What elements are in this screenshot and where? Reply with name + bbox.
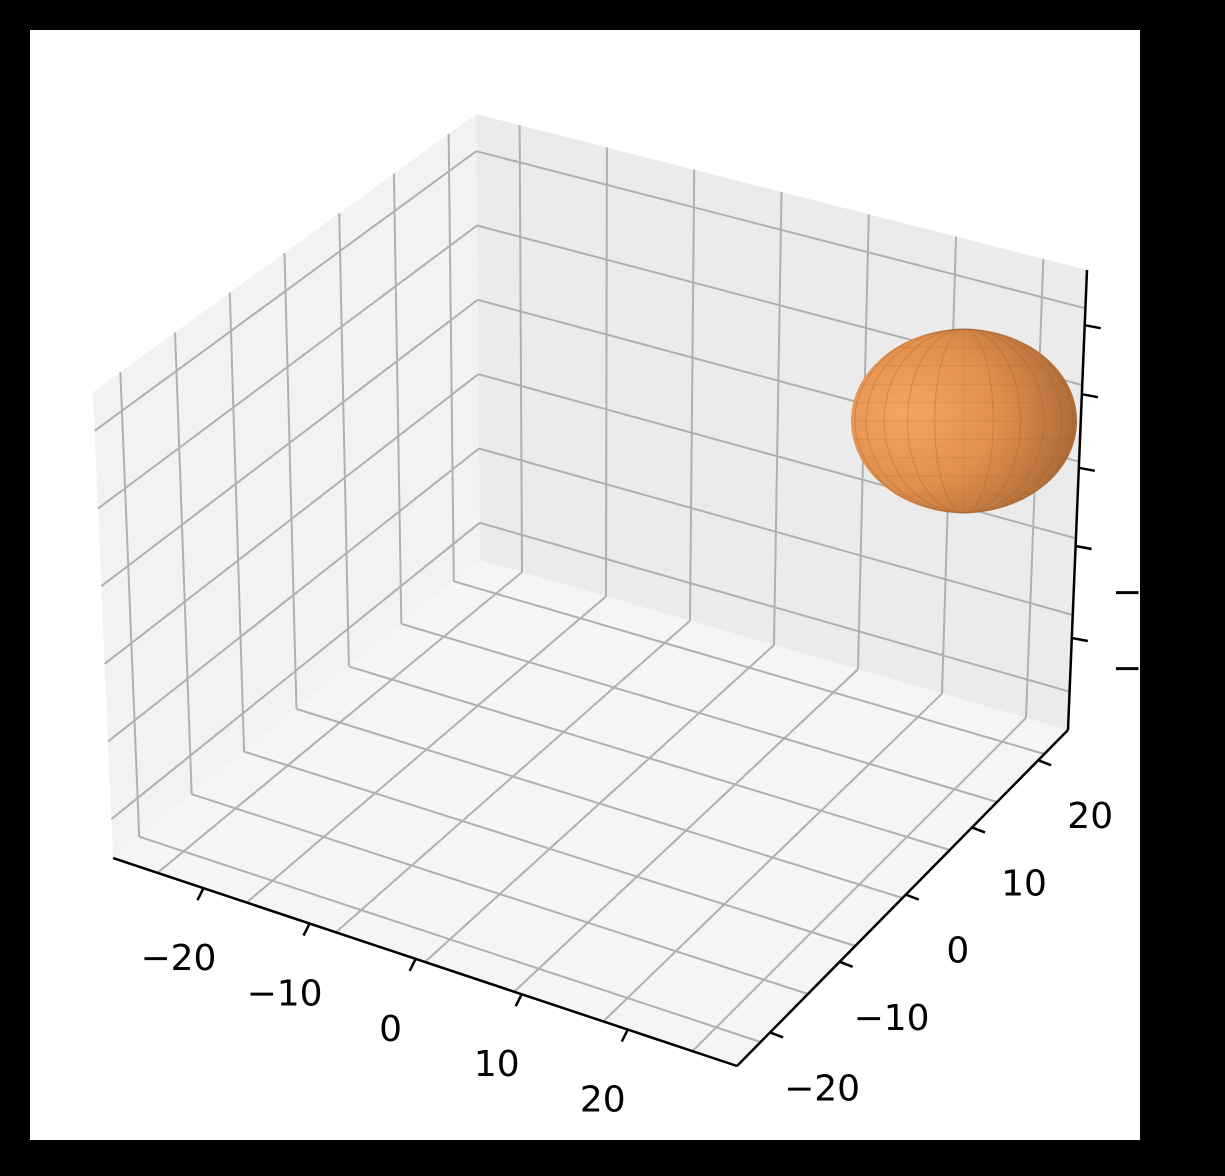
- grid-line-z-left: [94, 150, 477, 432]
- grid-line-y-left: [392, 173, 403, 624]
- y-tick-label: −10: [854, 998, 930, 1039]
- grid-line-x-back: [773, 191, 783, 646]
- meridian-line: [865, 328, 1063, 514]
- y-tick-label: 20: [1067, 796, 1113, 837]
- grid-line-x-floor: [513, 668, 859, 993]
- y-tick: [905, 893, 920, 901]
- grid-line-y-left: [447, 133, 455, 582]
- y-tick-label: −20: [784, 1068, 860, 1109]
- z-tick: [1084, 323, 1101, 330]
- y-axis-line: [736, 729, 1069, 1067]
- z-axis-line: [1066, 269, 1089, 731]
- meridian-line: [907, 328, 1021, 514]
- x-tick-label: 0: [379, 1009, 402, 1050]
- ellipsoid-surface: [851, 329, 1077, 513]
- grid-line-z-back: [476, 150, 1086, 310]
- grid-line-x-back: [689, 169, 696, 621]
- grid-line-x-floor: [691, 717, 1027, 1052]
- grid-line-z-left: [110, 522, 481, 820]
- grid-line-z-left: [107, 447, 480, 743]
- x-tick: [302, 922, 311, 937]
- grid-line-x-back: [605, 147, 608, 597]
- grid-line-x-back: [518, 125, 523, 573]
- grid-line-z-left: [97, 224, 478, 510]
- x-tick-label: −20: [140, 938, 216, 979]
- grid-line-y-left: [283, 252, 298, 710]
- grid-line-y-floor: [348, 665, 951, 851]
- y-tick: [769, 1031, 784, 1039]
- grid-line-y-left: [119, 372, 141, 837]
- x-tick: [620, 1029, 629, 1043]
- grid-line-y-floor: [453, 580, 1045, 755]
- y-tick-label: 10: [1001, 863, 1047, 904]
- x-tick: [196, 887, 205, 901]
- meridian-line: [934, 328, 994, 514]
- grid-line-z-left: [104, 373, 479, 665]
- grid-line-z-back: [478, 447, 1074, 616]
- z-tick: [1081, 392, 1099, 399]
- x-tick: [514, 993, 523, 1007]
- z-tick: [1078, 466, 1096, 473]
- y-tick: [971, 826, 986, 834]
- pane-left: [93, 114, 480, 858]
- meridian-line: [907, 328, 1021, 514]
- z-tick-label: −: [1112, 648, 1142, 689]
- y-tick: [839, 960, 854, 969]
- meridian-line: [883, 328, 1045, 514]
- meridian-line: [934, 328, 994, 514]
- z-tick: [1075, 544, 1092, 551]
- x-tick-label: 20: [580, 1080, 626, 1121]
- grid-line-y-left: [228, 292, 246, 752]
- y-tick-label: 0: [946, 931, 969, 972]
- grid-line-y-floor: [401, 622, 998, 803]
- ellipsoid-mesh: [851, 328, 1077, 514]
- grid-line-y-left: [338, 213, 350, 667]
- x-tick-label: 10: [474, 1044, 520, 1085]
- grid-line-z-left: [100, 299, 479, 587]
- z-tick: [1071, 636, 1089, 643]
- z-tick-label: −: [1112, 572, 1142, 613]
- x-axis-line: [112, 856, 738, 1068]
- meridian-line: [865, 328, 1063, 514]
- meridian-line: [883, 328, 1045, 514]
- grid-line-x-floor: [602, 692, 943, 1023]
- grid-line-z-back: [479, 521, 1070, 693]
- meridian-line: [854, 328, 1074, 514]
- grid-line-y-left: [174, 332, 193, 795]
- x-tick: [408, 958, 417, 972]
- meridian-line: [854, 328, 1074, 514]
- grid-line-y-floor: [296, 708, 903, 899]
- y-tick: [1037, 759, 1052, 767]
- x-tick-label: −10: [247, 974, 323, 1015]
